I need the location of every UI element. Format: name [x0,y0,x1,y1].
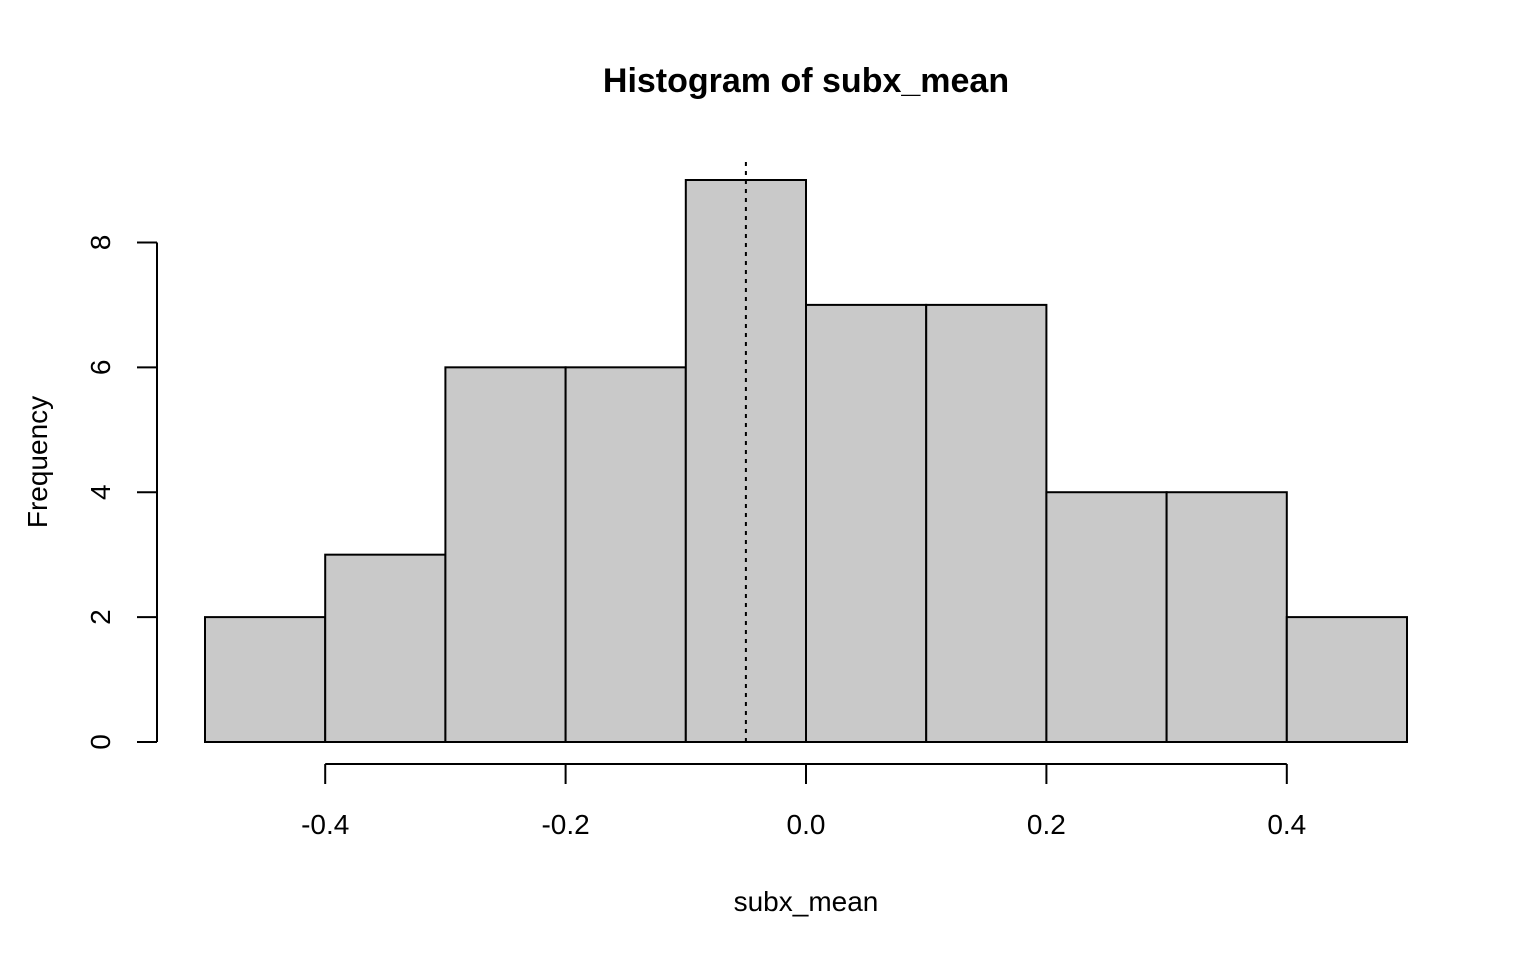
y-tick-label: 8 [85,235,116,251]
histogram-bar [805,303,928,743]
x-tick-label: 0.0 [787,809,826,840]
histogram-bar [925,303,1048,743]
x-tick-label: -0.4 [301,809,349,840]
histogram-bar [1045,491,1168,743]
y-tick-label: 6 [85,360,116,376]
y-tick-label: 2 [85,609,116,625]
histogram-bar [444,366,567,743]
bars-group [204,179,1409,744]
x-axis-title: subx_mean [734,886,879,917]
y-axis: 0 2 4 6 8 [85,235,158,750]
x-tick-label: -0.2 [541,809,589,840]
histogram-bar [204,616,327,743]
histogram-bar [1285,616,1409,743]
y-tick-label: 0 [85,734,116,750]
y-axis-title: Frequency [22,396,53,528]
histogram-bar [564,366,687,743]
x-tick-label: 0.4 [1267,809,1306,840]
chart-title: Histogram of subx_mean [603,62,1009,100]
histogram-bar [324,553,447,744]
histogram-bar [1165,491,1288,743]
x-tick-label: 0.2 [1027,809,1066,840]
y-tick-label: 4 [85,484,116,500]
x-axis: -0.4 -0.2 0.0 0.2 0.4 [301,763,1306,840]
